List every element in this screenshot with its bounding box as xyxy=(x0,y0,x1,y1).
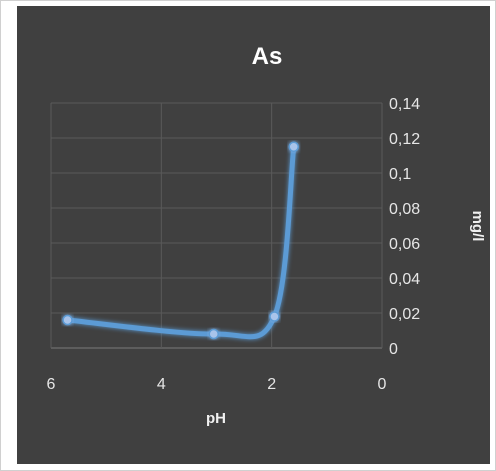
gridlines xyxy=(50,102,383,349)
x-tick-label: 4 xyxy=(157,376,166,393)
data-point xyxy=(288,141,299,152)
y-tick-label: 0,02 xyxy=(389,306,420,323)
y-tick-label: 0,06 xyxy=(389,236,420,253)
y-tick-label: 0,08 xyxy=(389,201,420,218)
chart-title: As xyxy=(252,43,283,70)
series-group xyxy=(62,141,299,340)
y-tick-label: 0,14 xyxy=(389,96,420,113)
x-tick-labels: 6 4 2 0 xyxy=(47,376,387,393)
x-tick-label: 6 xyxy=(47,376,56,393)
y-tick-label: 0,04 xyxy=(389,271,420,288)
x-tick-label: 0 xyxy=(378,376,387,393)
y-tick-label: 0,1 xyxy=(389,166,411,183)
y-tick-labels: 0 0,02 0,04 0,06 0,08 0,1 0,12 0,14 xyxy=(389,96,420,358)
chart-area xyxy=(17,6,490,464)
x-axis-title: pH xyxy=(206,410,226,427)
data-point xyxy=(62,314,73,326)
x-tick-label: 2 xyxy=(267,376,276,393)
data-point xyxy=(269,311,280,322)
y-axis-title: mg/l xyxy=(469,211,486,242)
y-tick-label: 0,12 xyxy=(389,131,420,148)
y-tick-label: 0 xyxy=(389,341,398,358)
data-point xyxy=(208,328,219,340)
series-line xyxy=(65,144,297,340)
